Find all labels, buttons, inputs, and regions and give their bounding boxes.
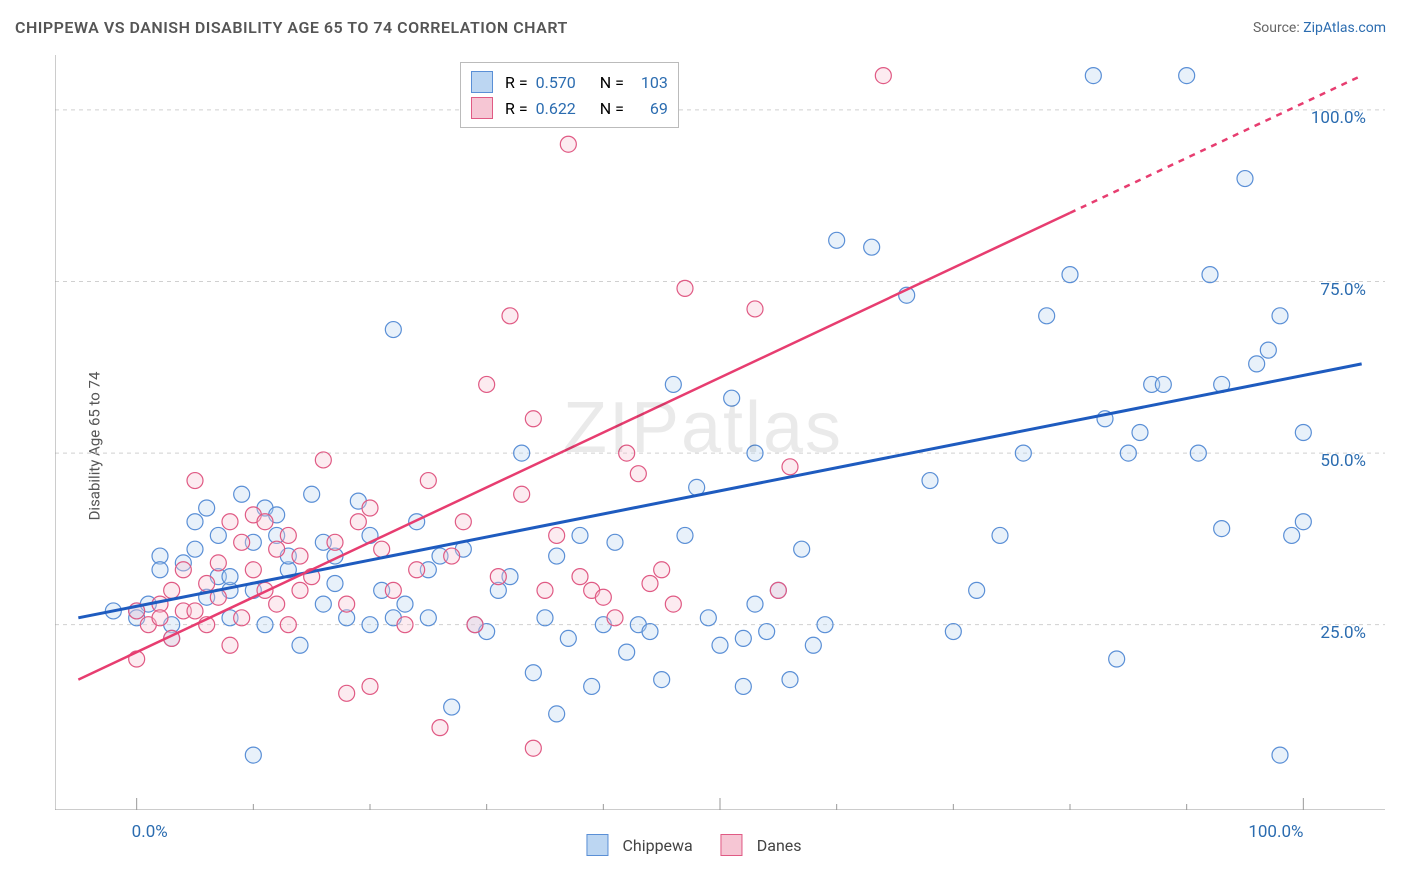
- source-prefix: Source:: [1253, 20, 1303, 36]
- x-tick-label: 100.0%: [1248, 822, 1303, 842]
- y-tick-label: 50.0%: [1320, 451, 1366, 471]
- correlation-legend: R = 0.570 N = 103 R = 0.622 N = 69: [460, 62, 679, 128]
- r-label: R =: [505, 99, 528, 118]
- y-tick-label: 75.0%: [1320, 280, 1366, 300]
- legend-swatch: [471, 97, 493, 119]
- legend-swatch: [471, 71, 493, 93]
- series-legend: Chippewa Danes: [586, 834, 819, 856]
- chart-title: CHIPPEWA VS DANISH DISABILITY AGE 65 TO …: [15, 18, 568, 37]
- legend-label: Danes: [757, 836, 802, 855]
- scatter-chart: [55, 55, 1385, 810]
- correlation-legend-row: R = 0.570 N = 103: [471, 69, 668, 95]
- legend-label: Chippewa: [622, 836, 692, 855]
- r-value: 0.622: [536, 99, 576, 118]
- n-value: 103: [632, 73, 668, 92]
- n-value: 69: [632, 99, 668, 118]
- source-link[interactable]: ZipAtlas.com: [1303, 20, 1386, 36]
- n-label: N =: [600, 73, 624, 92]
- y-tick-label: 25.0%: [1320, 623, 1366, 643]
- source-attribution: Source: ZipAtlas.com: [1253, 20, 1386, 36]
- legend-swatch: [721, 834, 743, 856]
- r-label: R =: [505, 73, 528, 92]
- r-value: 0.570: [536, 73, 576, 92]
- n-label: N =: [600, 99, 624, 118]
- correlation-legend-row: R = 0.622 N = 69: [471, 95, 668, 121]
- y-tick-label: 100.0%: [1311, 108, 1366, 128]
- legend-swatch: [586, 834, 608, 856]
- x-tick-label: 0.0%: [132, 822, 168, 842]
